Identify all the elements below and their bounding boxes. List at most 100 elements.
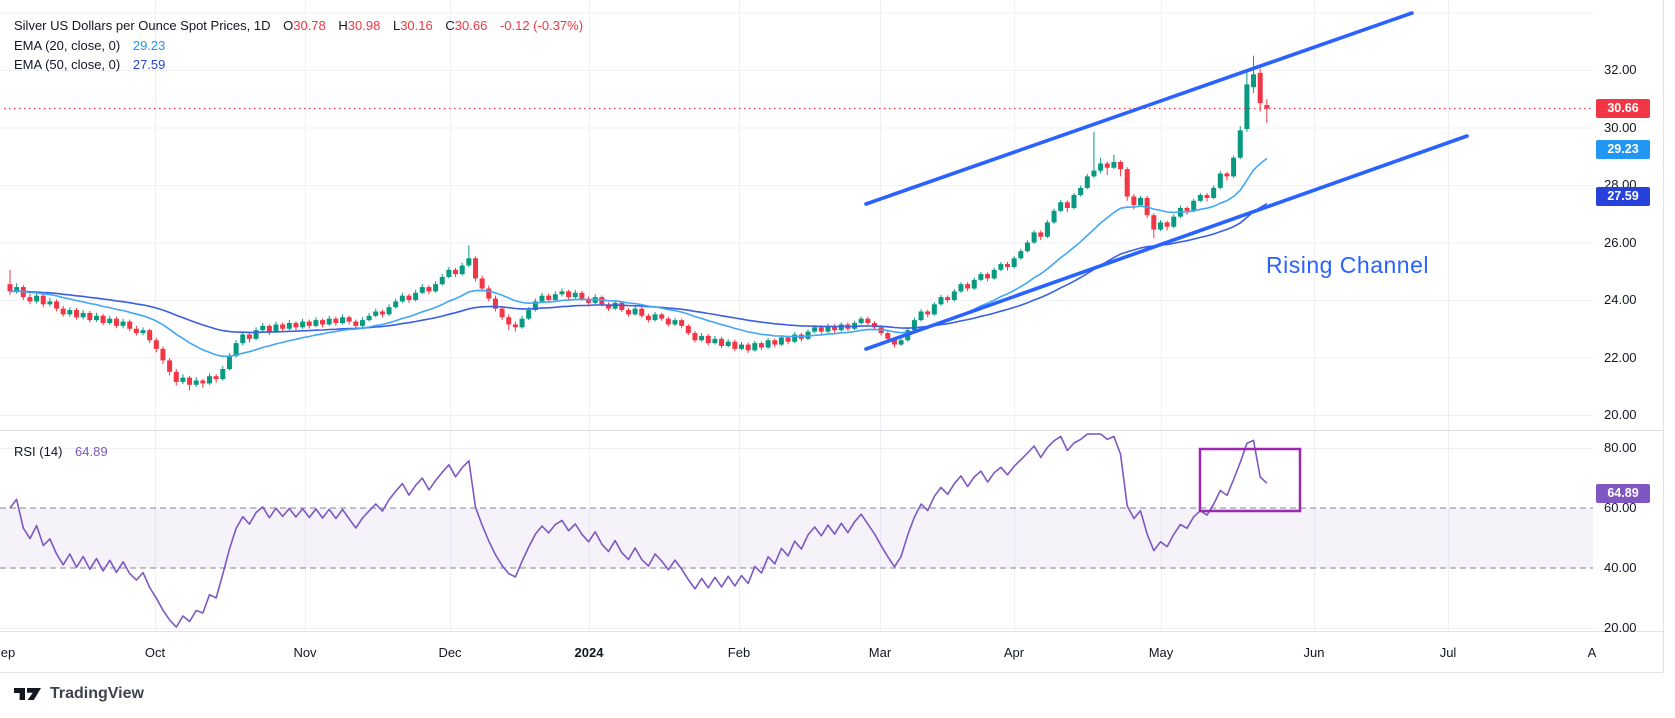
- candle-body: [632, 308, 638, 315]
- price-change: -0.12 (-0.37%): [499, 18, 584, 33]
- candle-body: [679, 320, 685, 326]
- candle-body: [586, 298, 592, 303]
- candle-body: [419, 287, 425, 293]
- candle-body: [818, 327, 824, 332]
- candle-body: [473, 258, 478, 279]
- candle-body: [719, 338, 725, 346]
- candle-body: [872, 323, 877, 328]
- candle-body: [293, 323, 299, 328]
- candle-body: [685, 325, 691, 334]
- candle-body: [1104, 163, 1110, 168]
- ema50-legend-row[interactable]: EMA (50, close, 0) 27.59: [14, 55, 583, 75]
- candle-body: [253, 330, 259, 339]
- last-price-badge: 30.66: [1596, 99, 1650, 118]
- candle-body: [240, 334, 246, 344]
- candle-body: [466, 258, 472, 266]
- ema20-line: [9, 157, 1268, 358]
- candle-body: [207, 376, 212, 384]
- candle-body: [938, 297, 944, 305]
- candle-body: [54, 301, 60, 309]
- candle-body: [413, 292, 419, 300]
- ohlc-low: L30.16: [392, 18, 433, 33]
- candle-body: [639, 308, 645, 316]
- rsi-highlight-box[interactable]: [1198, 447, 1302, 513]
- candle-body: [965, 284, 971, 289]
- candle-body: [426, 287, 432, 292]
- candle-body: [306, 321, 312, 326]
- candle-body: [213, 376, 219, 380]
- candle-body: [911, 320, 917, 331]
- channel-lower-line[interactable]: [864, 134, 1469, 351]
- ema50-price-badge: 27.59: [1596, 187, 1650, 206]
- candle-body: [619, 302, 625, 311]
- candle-body: [180, 377, 186, 382]
- candle-body: [705, 335, 711, 344]
- candle-body: [173, 371, 179, 382]
- candle-body: [838, 324, 844, 331]
- candle-body: [60, 308, 66, 315]
- candle-body: [93, 315, 99, 321]
- rsi-value: 64.89: [75, 444, 108, 459]
- candle-body: [1184, 208, 1190, 211]
- rsi-label[interactable]: RSI (14): [14, 444, 63, 459]
- candle-body: [539, 295, 545, 302]
- candle-body: [1204, 195, 1210, 198]
- candle-body: [479, 278, 485, 289]
- candle-body: [1058, 202, 1064, 211]
- tradingview-logo-text: TradingView: [50, 685, 144, 702]
- ohlc-open: O30.78: [283, 18, 326, 33]
- candle-body: [313, 320, 319, 326]
- candle-body: [772, 340, 778, 345]
- symbol-legend-row[interactable]: Silver US Dollars per Ounce Spot Prices,…: [14, 16, 583, 36]
- candle-body: [765, 340, 771, 348]
- candle-body: [785, 337, 791, 342]
- candle-body: [379, 311, 385, 315]
- candle-body: [280, 324, 286, 329]
- candle-body: [366, 315, 372, 321]
- candle-body: [672, 320, 678, 325]
- rsi-legend-row[interactable]: RSI (14) 64.89: [14, 444, 108, 459]
- candle-body: [978, 274, 984, 280]
- tradingview-logo-icon: [14, 688, 41, 700]
- tradingview-logo[interactable]: TradingView: [13, 684, 144, 704]
- symbol-title[interactable]: Silver US Dollars per Ounce Spot Prices,…: [14, 18, 271, 33]
- candle-body: [812, 327, 818, 332]
- candle-body: [832, 325, 838, 331]
- ema20-legend-row[interactable]: EMA (20, close, 0) 29.23: [14, 36, 583, 56]
- candle-body: [393, 301, 399, 308]
- candle-body: [532, 301, 538, 311]
- rising-channel-label[interactable]: Rising Channel: [1266, 252, 1429, 278]
- ema20-label[interactable]: EMA (20, close, 0): [14, 37, 121, 53]
- candle-body: [985, 274, 991, 279]
- candle-body: [1264, 105, 1270, 109]
- candle-body: [1164, 222, 1170, 227]
- candle-body: [579, 292, 585, 299]
- grid-vertical-lines: [155, 0, 1449, 631]
- candle-body: [406, 295, 412, 300]
- candle-body: [566, 291, 572, 298]
- candle-body: [1257, 72, 1263, 104]
- candle-body: [1131, 196, 1137, 206]
- candle-body: [739, 344, 744, 349]
- candle-body: [27, 297, 33, 302]
- candle-body: [519, 318, 525, 328]
- candle-body: [74, 310, 79, 318]
- candle-body: [333, 318, 339, 323]
- candle-body: [792, 334, 798, 342]
- candle-body: [326, 318, 332, 325]
- candle-body: [891, 338, 897, 345]
- candle-body: [858, 318, 864, 323]
- ohlc-close: C30.66: [445, 18, 488, 33]
- candle-body: [127, 321, 133, 329]
- channel-upper-line[interactable]: [864, 11, 1414, 206]
- candle-body: [1124, 169, 1130, 197]
- candle-body: [552, 294, 558, 300]
- candle-body: [665, 318, 671, 325]
- rsi-line: [9, 433, 1268, 628]
- ema50-label[interactable]: EMA (50, close, 0): [14, 57, 121, 72]
- candle-body: [1237, 130, 1243, 158]
- candle-body: [266, 325, 272, 332]
- candle-body: [991, 269, 997, 279]
- candle-body: [692, 333, 698, 341]
